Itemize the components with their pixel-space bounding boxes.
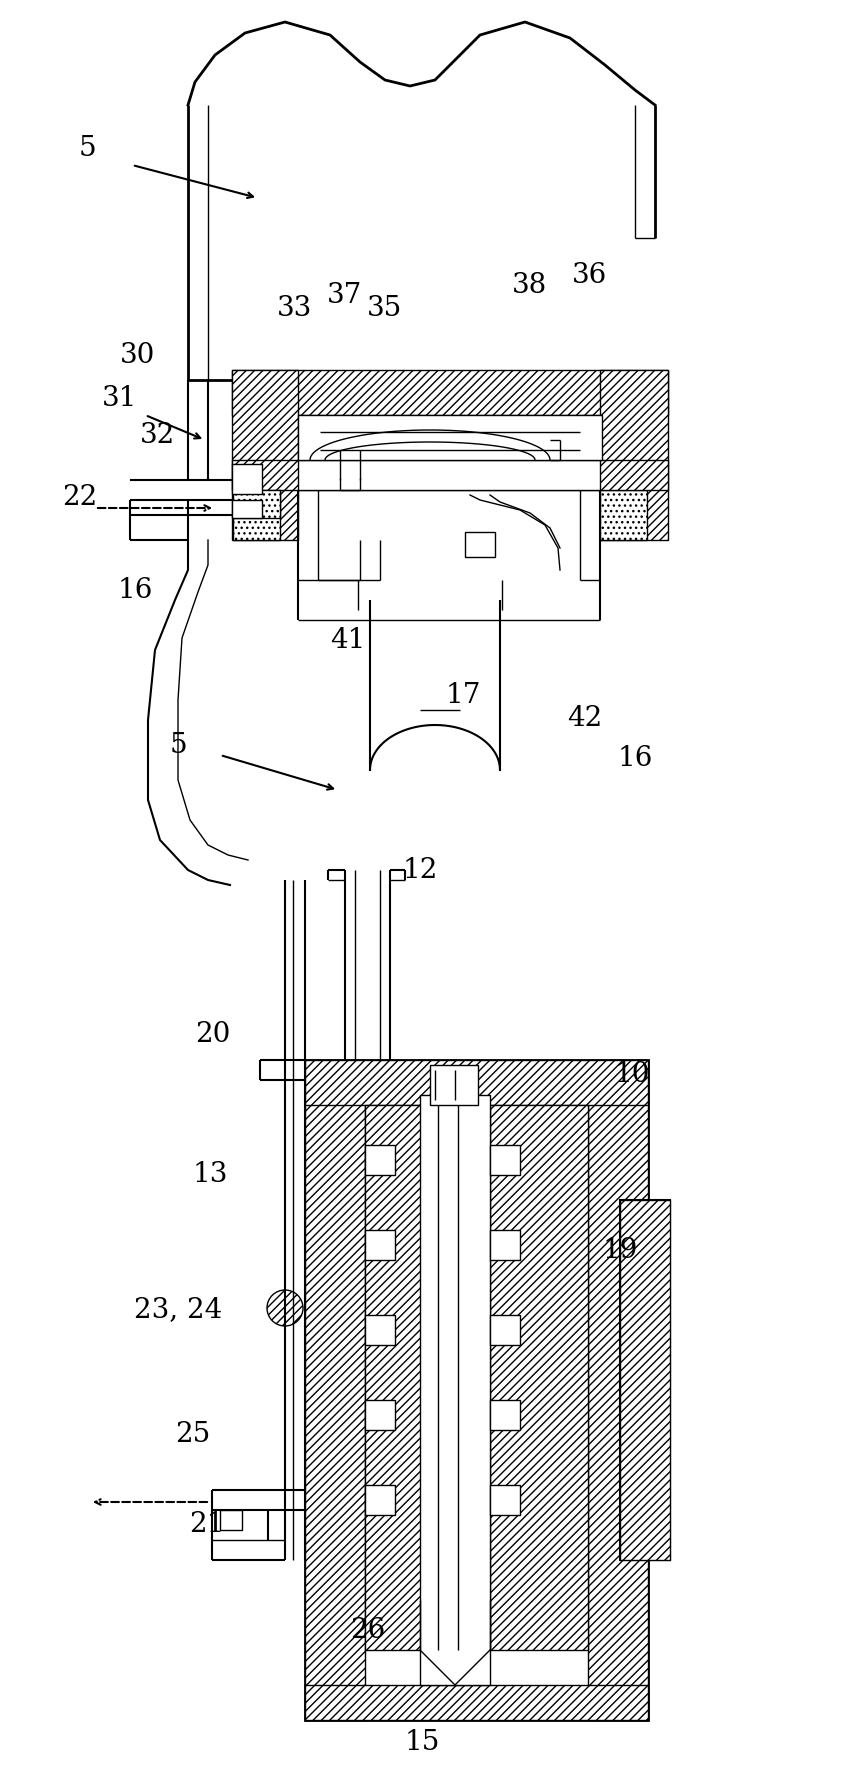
Text: 33: 33 [277, 294, 312, 321]
Bar [490, 1315, 519, 1345]
Bar [619, 1200, 670, 1559]
Bar [298, 415, 601, 461]
Bar [588, 1060, 647, 1721]
Text: 12: 12 [402, 856, 438, 884]
Text: 15: 15 [403, 1728, 439, 1756]
Bar [364, 1485, 395, 1515]
Text: 30: 30 [120, 342, 155, 369]
Text: 32: 32 [140, 422, 176, 448]
Text: 16: 16 [617, 744, 652, 771]
Text: 42: 42 [566, 705, 602, 732]
Bar [364, 1315, 395, 1345]
Bar [490, 1145, 519, 1175]
Bar [490, 1230, 519, 1260]
Text: 25: 25 [175, 1421, 211, 1448]
Text: 5: 5 [78, 135, 96, 161]
Bar [490, 1485, 519, 1515]
Bar [233, 491, 280, 540]
Bar [464, 532, 495, 556]
Text: 10: 10 [613, 1061, 649, 1088]
Bar [420, 1095, 490, 1685]
Text: 26: 26 [350, 1616, 386, 1643]
Bar [364, 1106, 430, 1650]
Bar [490, 1400, 519, 1430]
Bar [232, 461, 667, 491]
Bar [364, 1145, 395, 1175]
Text: 17: 17 [444, 682, 480, 709]
Text: 13: 13 [192, 1161, 228, 1189]
Text: 23, 24: 23, 24 [134, 1297, 222, 1324]
Bar [305, 1685, 647, 1721]
Bar [364, 1230, 395, 1260]
Bar [233, 491, 280, 517]
Text: 19: 19 [601, 1237, 637, 1263]
Bar [298, 461, 600, 491]
Text: 37: 37 [327, 282, 363, 308]
Bar [430, 1065, 478, 1106]
Bar [619, 1200, 670, 1559]
Text: 20: 20 [195, 1021, 230, 1049]
Bar [600, 370, 667, 540]
Bar [232, 500, 262, 517]
Text: 21: 21 [189, 1512, 224, 1538]
Bar [490, 1106, 588, 1650]
Bar [364, 1400, 395, 1430]
Text: 22: 22 [62, 484, 97, 510]
Bar [232, 370, 298, 540]
Bar [232, 370, 667, 415]
Bar [232, 464, 262, 494]
Bar [220, 1510, 241, 1529]
Bar [305, 1060, 647, 1106]
Text: 5: 5 [169, 732, 187, 758]
Text: 38: 38 [512, 271, 547, 298]
Bar [600, 491, 647, 540]
Circle shape [267, 1290, 303, 1325]
Text: 35: 35 [367, 294, 402, 321]
Text: 41: 41 [330, 627, 365, 654]
Bar [305, 1060, 647, 1721]
Text: 16: 16 [117, 576, 153, 604]
Text: 36: 36 [572, 262, 607, 289]
Text: 31: 31 [102, 385, 137, 411]
Bar [305, 1060, 364, 1721]
